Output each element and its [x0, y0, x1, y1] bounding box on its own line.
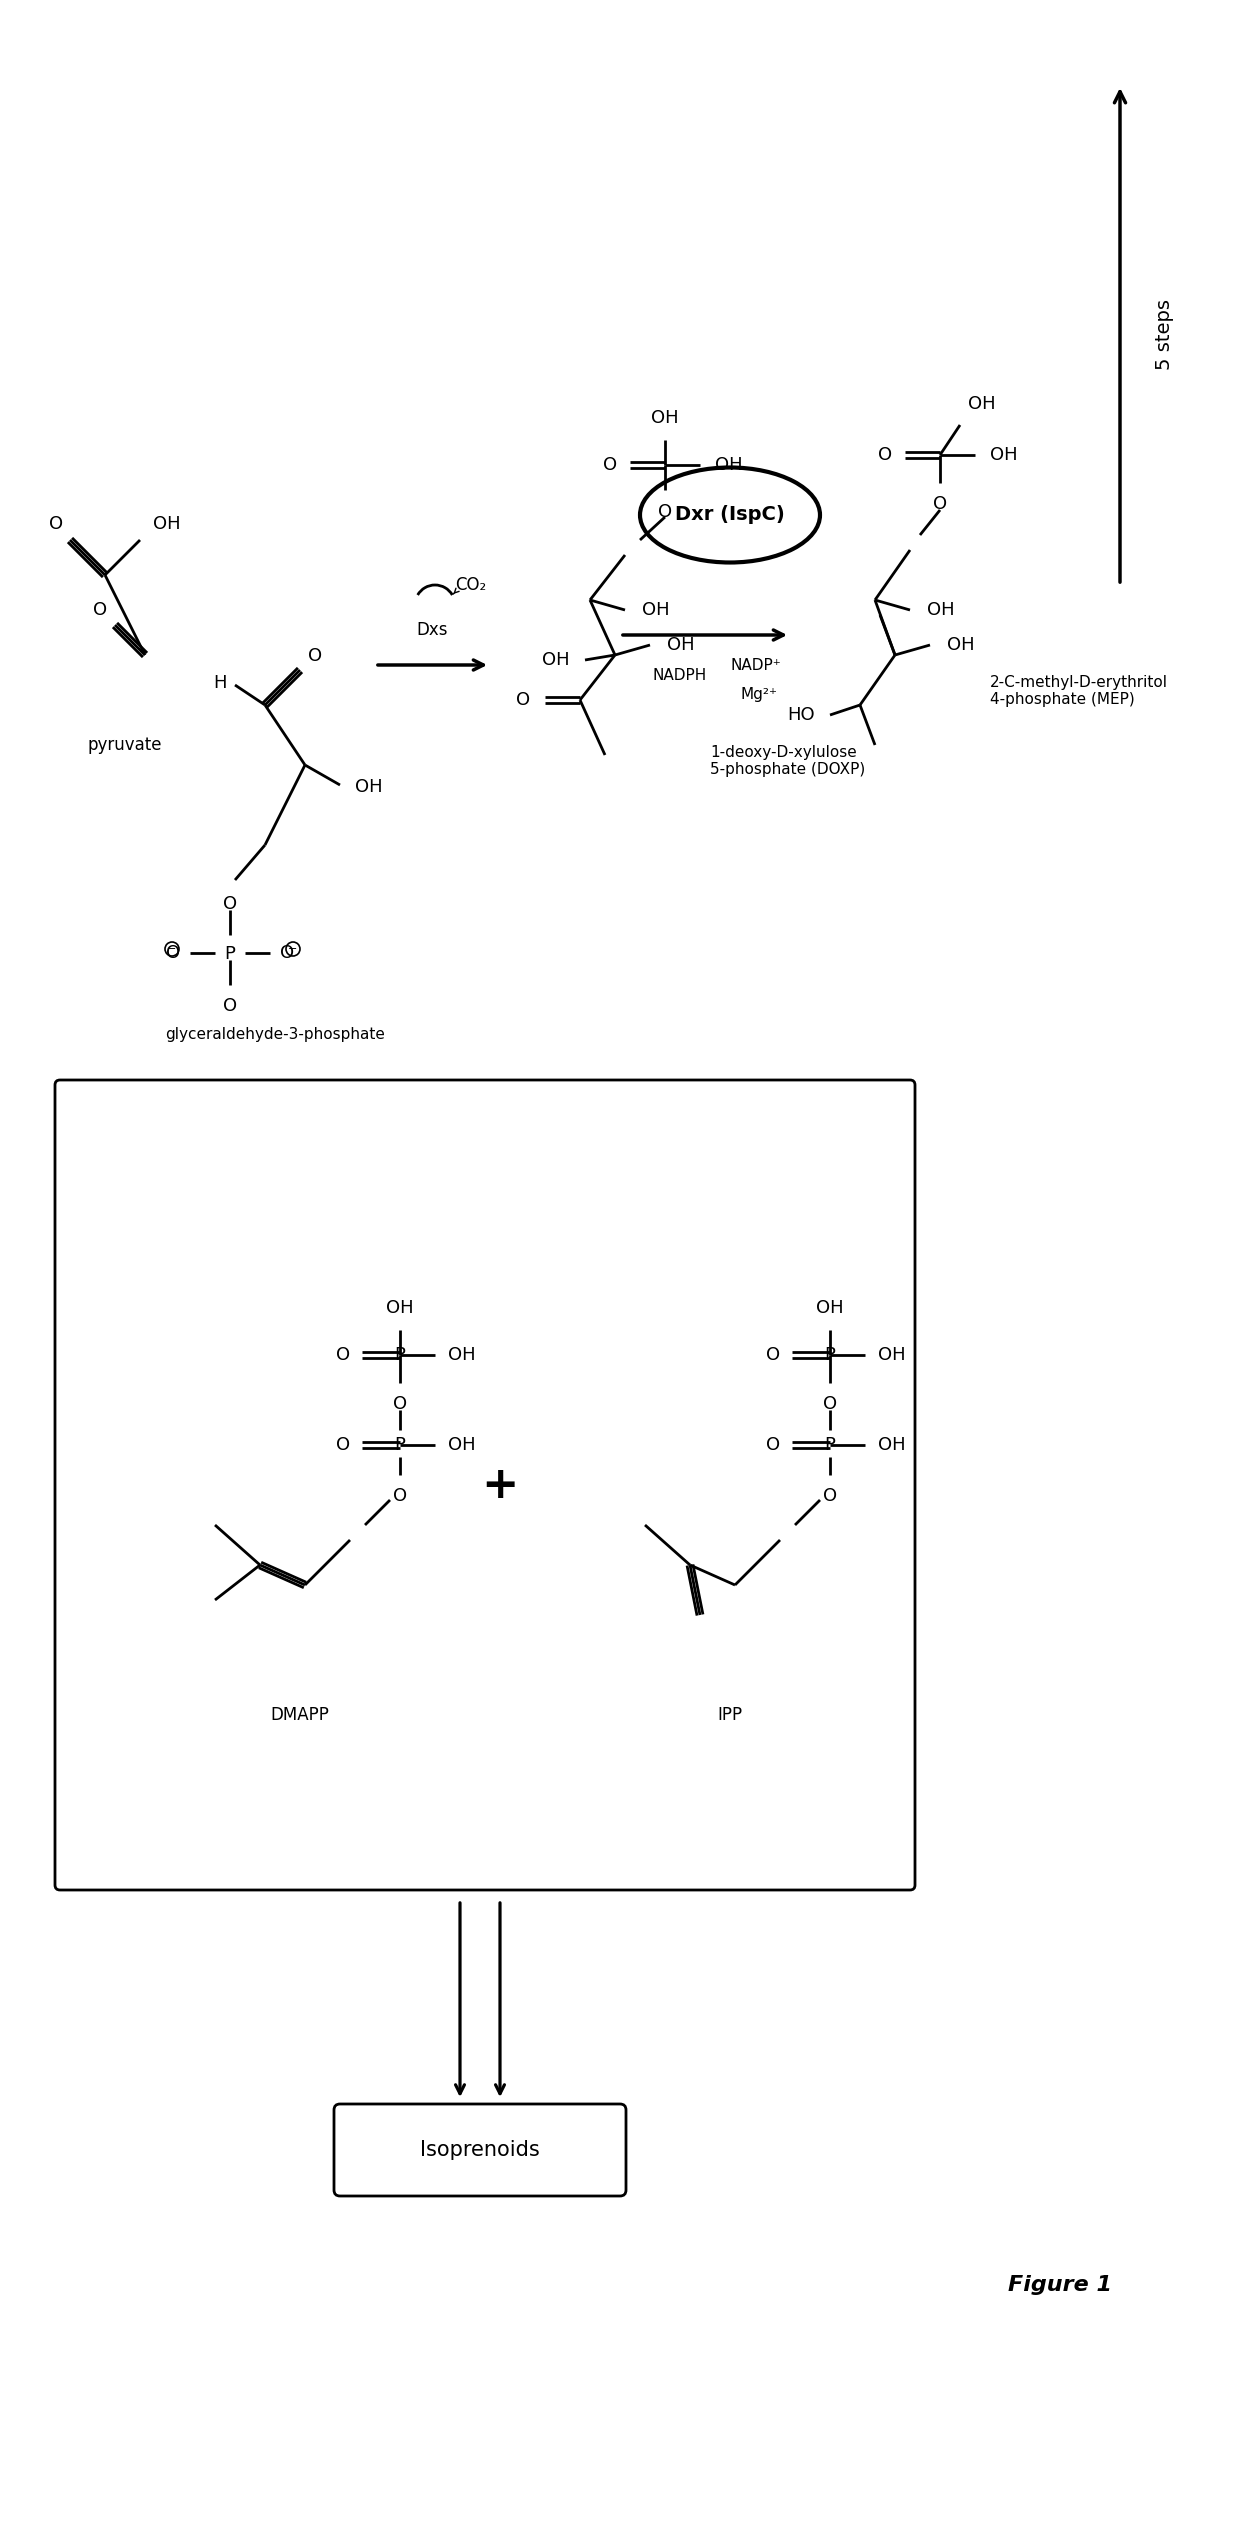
Text: O: O	[336, 1346, 350, 1364]
Text: O: O	[823, 1394, 837, 1412]
Text: O: O	[393, 1394, 407, 1412]
Text: O: O	[516, 692, 529, 710]
Text: Isoprenoids: Isoprenoids	[420, 2140, 539, 2160]
Text: O: O	[223, 895, 237, 913]
Text: 2-C-methyl-D-erythritol
4-phosphate (MEP): 2-C-methyl-D-erythritol 4-phosphate (MEP…	[990, 674, 1168, 707]
Text: Figure 1: Figure 1	[1008, 2274, 1112, 2294]
Text: O: O	[658, 502, 672, 522]
Text: 5 steps: 5 steps	[1154, 299, 1174, 370]
Text: O: O	[766, 1435, 780, 1455]
Text: OH: OH	[642, 601, 670, 619]
Text: glyceraldehyde-3-phosphate: glyceraldehyde-3-phosphate	[165, 1027, 384, 1042]
Text: O: O	[823, 1488, 837, 1506]
Text: OH: OH	[153, 515, 181, 532]
Text: +: +	[481, 1463, 518, 1506]
Text: O: O	[280, 943, 294, 961]
Text: OH: OH	[968, 395, 996, 413]
Text: DMAPP: DMAPP	[270, 1706, 330, 1724]
Text: O: O	[93, 601, 107, 619]
Text: OH: OH	[715, 456, 743, 474]
Text: P: P	[224, 946, 236, 963]
Text: OH: OH	[816, 1298, 843, 1318]
Text: 1-deoxy-D-xylulose
5-phosphate (DOXP): 1-deoxy-D-xylulose 5-phosphate (DOXP)	[711, 745, 866, 778]
Text: NADPH: NADPH	[653, 667, 707, 682]
Text: Dxr (IspC): Dxr (IspC)	[675, 504, 785, 525]
Text: O: O	[766, 1346, 780, 1364]
Text: OH: OH	[386, 1298, 414, 1318]
Text: O: O	[393, 1488, 407, 1506]
Text: OH: OH	[878, 1435, 905, 1455]
Text: −: −	[289, 943, 298, 953]
Text: −: −	[167, 943, 176, 953]
Text: OH: OH	[542, 651, 570, 669]
Text: O: O	[166, 943, 180, 961]
Text: H: H	[213, 674, 227, 692]
Text: OH: OH	[448, 1346, 476, 1364]
Text: OH: OH	[448, 1435, 476, 1455]
Text: O: O	[308, 646, 322, 664]
Text: P: P	[394, 1435, 405, 1455]
Text: OH: OH	[928, 601, 955, 619]
Text: P: P	[825, 1346, 836, 1364]
Text: OH: OH	[667, 636, 694, 654]
Text: P: P	[825, 1435, 836, 1455]
Text: OH: OH	[990, 446, 1018, 464]
Text: OH: OH	[878, 1346, 905, 1364]
Text: HO: HO	[787, 707, 815, 725]
Text: O: O	[932, 494, 947, 512]
Text: OH: OH	[947, 636, 975, 654]
Text: O: O	[336, 1435, 350, 1455]
Text: O: O	[603, 456, 618, 474]
Text: O: O	[878, 446, 892, 464]
Text: Dxs: Dxs	[417, 621, 448, 639]
Text: Mg²⁺: Mg²⁺	[740, 687, 777, 702]
Text: OH: OH	[651, 408, 678, 426]
Text: IPP: IPP	[718, 1706, 743, 1724]
Text: OH: OH	[355, 778, 383, 796]
Text: CO₂: CO₂	[455, 575, 486, 593]
Text: O: O	[48, 515, 63, 532]
Text: pyruvate: pyruvate	[88, 735, 162, 753]
Text: NADP⁺: NADP⁺	[730, 657, 781, 672]
Text: O: O	[223, 996, 237, 1014]
Text: P: P	[394, 1346, 405, 1364]
